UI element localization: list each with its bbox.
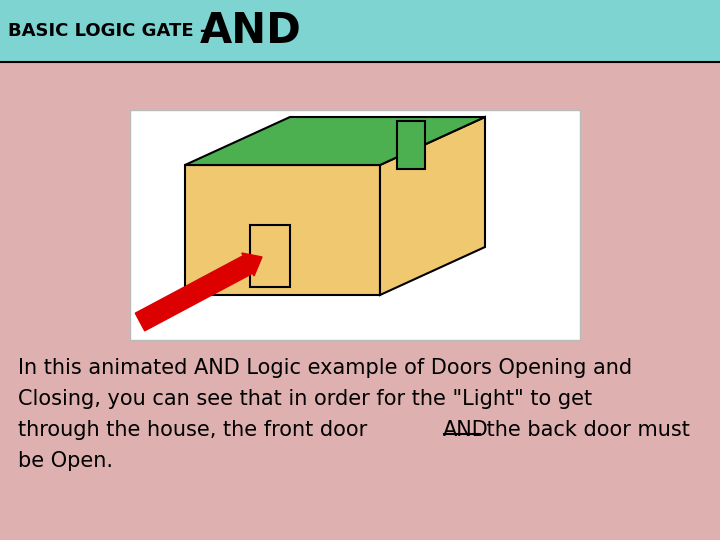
- Text: BASIC LOGIC GATE -: BASIC LOGIC GATE -: [8, 22, 214, 40]
- Text: be Open.: be Open.: [18, 451, 113, 471]
- Text: In this animated AND Logic example of Doors Opening and: In this animated AND Logic example of Do…: [18, 358, 632, 378]
- Text: AND: AND: [443, 420, 489, 440]
- Text: AND: AND: [200, 10, 302, 52]
- Bar: [250, 225, 290, 287]
- FancyArrow shape: [135, 253, 262, 331]
- Bar: [185, 165, 380, 295]
- Text: through the house, the front door: through the house, the front door: [18, 420, 374, 440]
- Polygon shape: [185, 117, 485, 165]
- Text: the back door must: the back door must: [480, 420, 690, 440]
- Bar: [0, 0, 720, 62]
- Bar: [130, 110, 580, 340]
- Polygon shape: [380, 117, 485, 295]
- Bar: [397, 121, 425, 169]
- Text: Closing, you can see that in order for the "Light" to get: Closing, you can see that in order for t…: [18, 389, 592, 409]
